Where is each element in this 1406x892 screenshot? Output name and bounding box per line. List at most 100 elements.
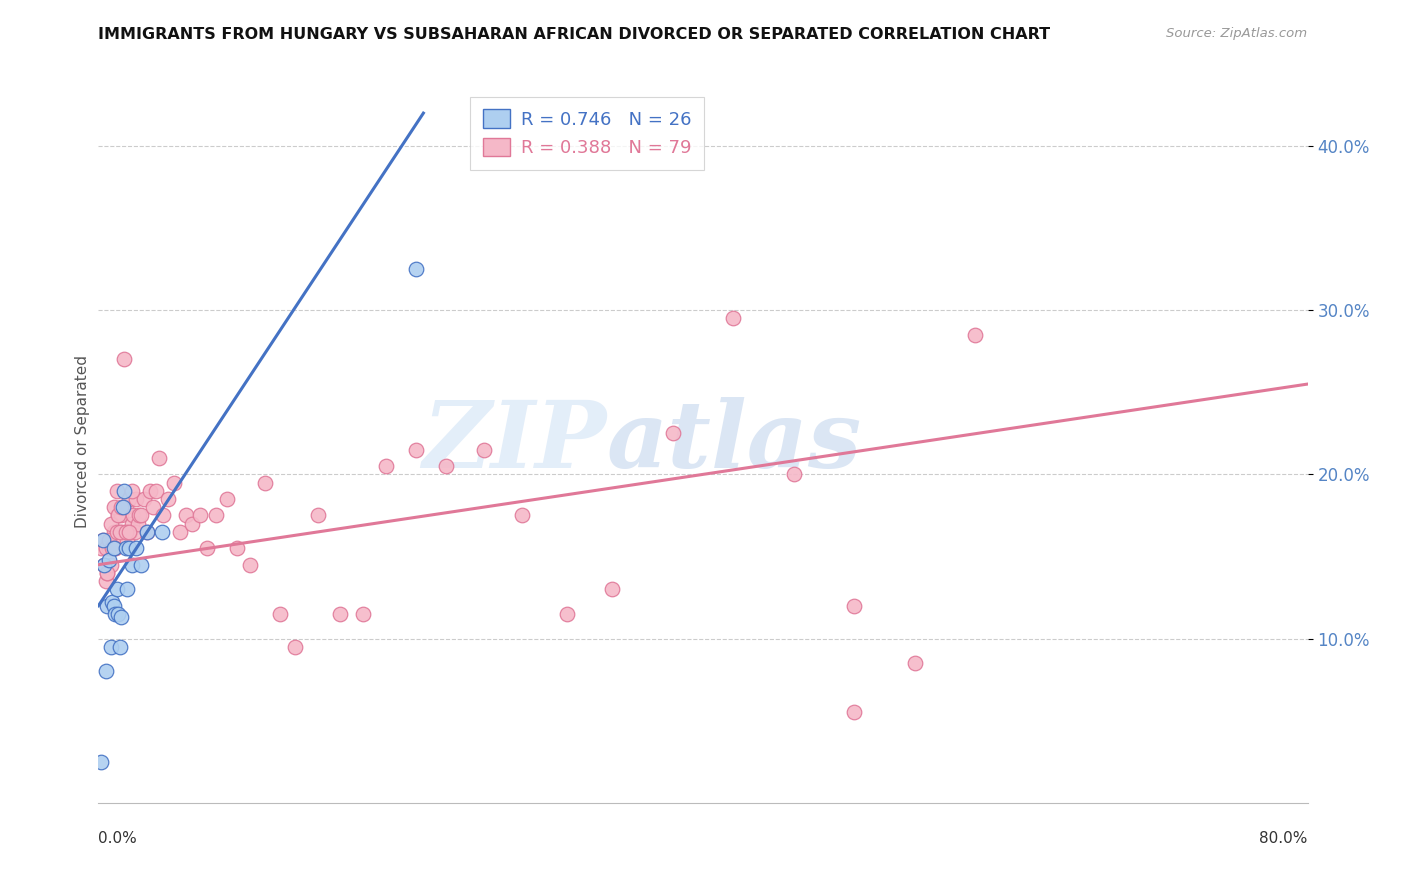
Point [783, 467, 806, 482]
Point [90, 755, 112, 769]
Point [104, 541, 127, 556]
Point [121, 516, 143, 531]
Point [115, 533, 138, 547]
Point [103, 524, 125, 539]
Point [602, 582, 624, 597]
Point [121, 483, 143, 498]
Point [104, 607, 127, 621]
Point [148, 450, 170, 465]
Point [405, 262, 427, 277]
Point [124, 524, 146, 539]
Y-axis label: Divorced or Separated: Divorced or Separated [75, 355, 90, 528]
Point [104, 541, 127, 556]
Text: IMMIGRANTS FROM HUNGARY VS SUBSAHARAN AFRICAN DIVORCED OR SEPARATED CORRELATION : IMMIGRANTS FROM HUNGARY VS SUBSAHARAN AF… [98, 27, 1050, 42]
Point [329, 607, 352, 621]
Point [114, 524, 136, 539]
Point [132, 491, 155, 506]
Point [103, 599, 125, 613]
Point [105, 524, 128, 539]
Point [128, 508, 150, 523]
Point [101, 541, 124, 556]
Point [125, 541, 148, 556]
Point [98, 533, 121, 547]
Point [844, 706, 866, 720]
Point [121, 558, 143, 572]
Point [122, 508, 145, 523]
Point [100, 516, 122, 531]
Point [904, 657, 927, 671]
Point [434, 459, 457, 474]
Point [110, 610, 132, 624]
Point [188, 508, 211, 523]
Point [174, 508, 197, 523]
Point [114, 500, 136, 515]
Point [120, 524, 142, 539]
Point [112, 352, 135, 367]
Point [145, 483, 167, 498]
Point [93, 558, 115, 572]
Point [142, 500, 165, 515]
Point [108, 524, 131, 539]
Point [94, 541, 117, 556]
Point [135, 524, 157, 539]
Point [93, 558, 115, 572]
Point [472, 442, 495, 457]
Point [103, 500, 125, 515]
Point [114, 541, 136, 556]
Point [352, 607, 374, 621]
Point [91, 533, 114, 547]
Point [169, 524, 191, 539]
Point [215, 491, 238, 506]
Text: ZIP: ZIP [422, 397, 606, 486]
Point [253, 475, 276, 490]
Point [195, 541, 218, 556]
Point [239, 558, 262, 572]
Point [118, 491, 141, 506]
Legend: R = 0.746   N = 26, R = 0.388   N = 79: R = 0.746 N = 26, R = 0.388 N = 79 [470, 96, 704, 169]
Point [107, 607, 129, 621]
Point [844, 599, 866, 613]
Point [152, 508, 174, 523]
Point [129, 508, 152, 523]
Point [107, 508, 129, 523]
Point [91, 533, 114, 547]
Point [96, 566, 118, 580]
Text: 0.0%: 0.0% [98, 831, 138, 846]
Point [94, 665, 117, 679]
Point [96, 566, 118, 580]
Point [101, 541, 124, 556]
Point [90, 541, 112, 556]
Point [129, 558, 152, 572]
Point [135, 524, 157, 539]
Point [125, 491, 148, 506]
Point [118, 524, 141, 539]
Point [103, 541, 125, 556]
Point [555, 607, 578, 621]
Point [405, 442, 427, 457]
Point [112, 483, 135, 498]
Point [96, 599, 118, 613]
Point [101, 595, 124, 609]
Point [100, 558, 122, 572]
Point [118, 541, 141, 556]
Point [110, 500, 132, 515]
Point [661, 426, 683, 441]
Point [307, 508, 329, 523]
Point [723, 311, 745, 326]
Point [105, 483, 128, 498]
Point [108, 524, 131, 539]
Point [156, 491, 179, 506]
Point [269, 607, 291, 621]
Text: Source: ZipAtlas.com: Source: ZipAtlas.com [1167, 27, 1308, 40]
Point [150, 524, 173, 539]
Text: atlas: atlas [606, 397, 862, 486]
Point [127, 516, 149, 531]
Point [205, 508, 228, 523]
Point [139, 483, 162, 498]
Point [94, 574, 117, 588]
Point [115, 582, 138, 597]
Point [105, 582, 128, 597]
Point [181, 516, 204, 531]
Point [100, 640, 122, 654]
Point [510, 508, 533, 523]
